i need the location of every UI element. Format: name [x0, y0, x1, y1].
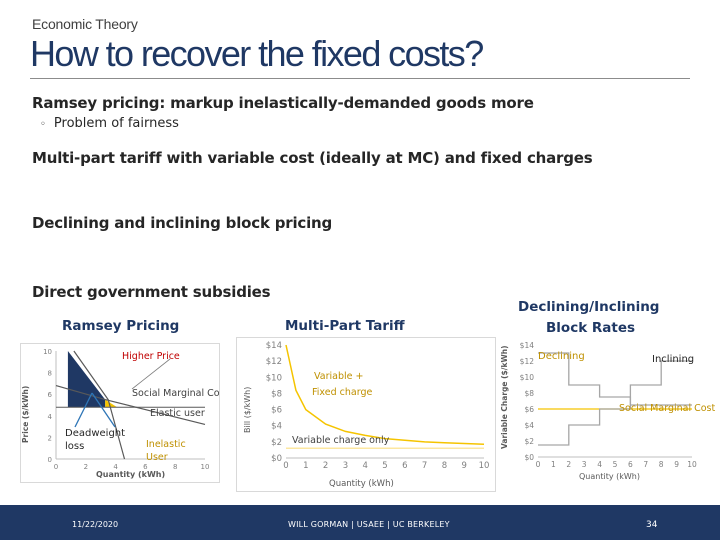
deadweight-label-1: Deadweight — [65, 428, 125, 439]
ramsey-y-tick: 4 — [48, 413, 53, 421]
multipart-y-tick: $14 — [266, 341, 282, 351]
block-x-tick: 4 — [597, 460, 602, 469]
bullet-block: Declining and inclining block pricing — [32, 214, 333, 232]
block-ylabel: Variable Charge ($/kWh) — [500, 345, 509, 449]
block-x-tick: 3 — [582, 460, 587, 469]
block-x-tick: 10 — [687, 460, 697, 469]
block-y-tick: $0 — [524, 453, 534, 462]
multipart-x-tick: 7 — [422, 461, 427, 471]
ramsey-y-tick: 10 — [43, 348, 52, 356]
multipart-x-tick: 8 — [442, 461, 447, 471]
ramsey-y-tick: 2 — [48, 434, 52, 442]
ramsey-x-tick: 6 — [143, 463, 148, 471]
sub-bullet-marker: ◦ — [40, 119, 46, 130]
multipart-y-tick: $0 — [271, 454, 282, 464]
multipart-y-tick: $2 — [271, 438, 282, 448]
multipart-y-tick: $6 — [271, 406, 282, 416]
fixed-label-2: Fixed charge — [312, 387, 372, 398]
block-x-tick: 0 — [536, 460, 541, 469]
elastic-user-curve — [55, 385, 206, 425]
multipart-y-tick: $4 — [271, 422, 282, 432]
multipart-x-tick: 10 — [479, 461, 490, 471]
footer-date: 11/22/2020 — [72, 520, 119, 529]
footer-credit: WILL GORMAN | USAEE | UC BERKELEY — [288, 520, 450, 529]
higher-price-label: Higher Price — [122, 351, 180, 362]
multipart-x-tick: 1 — [303, 461, 308, 471]
multipart-y-tick: $12 — [266, 357, 282, 367]
block-chart: 0 1 2 3 4 5 6 7 8 9 10 $0 $2 $4 $6 $8 $10 $12 $14 Declinin… — [500, 341, 716, 481]
fixed-label-1: Variable + — [314, 371, 363, 382]
ramsey-chart: 0 2 4 6 8 10 0 2 4 6 8 10 Higher Price Social Margi… — [20, 343, 220, 483]
multipart-x-tick: 9 — [461, 461, 466, 471]
inelastic-label-1: Inelastic — [146, 439, 186, 450]
ramsey-x-tick: 10 — [201, 463, 210, 471]
label-block-line2: Block Rates — [546, 320, 636, 336]
ramsey-y-tick: 6 — [48, 391, 53, 399]
block-x-tick: 5 — [613, 460, 618, 469]
inclining-block-line — [538, 360, 692, 446]
block-x-tick: 7 — [643, 460, 648, 469]
block-x-tick: 6 — [628, 460, 633, 469]
block-smc-label: Social Marginal Cost — [619, 403, 716, 414]
multipart-x-tick: 2 — [323, 461, 328, 471]
block-x-tick: 2 — [566, 460, 571, 469]
deadweight-arrow — [74, 392, 93, 428]
ramsey-ylabel: Price ($/kWh) — [21, 386, 30, 443]
label-multipart: Multi-Part Tariff — [285, 318, 405, 334]
sub-bullet-text: Problem of fairness — [53, 116, 179, 131]
deadweight-loss-area — [67, 351, 106, 408]
elastic-user-label: Elastic user — [150, 408, 205, 419]
ramsey-x-tick: 4 — [113, 463, 118, 471]
deadweight-arrow — [91, 392, 116, 428]
block-x-tick: 9 — [674, 460, 679, 469]
variable-only-label: Variable charge only — [292, 435, 390, 446]
footer-page-number: 34 — [646, 520, 658, 530]
multipart-y-tick: $8 — [271, 389, 282, 399]
declining-label: Declining — [538, 351, 585, 362]
label-block-line1: Declining/Inclining — [518, 299, 660, 315]
multipart-x-tick: 5 — [382, 461, 387, 471]
multipart-ylabel: Bill ($/kWh) — [243, 387, 252, 433]
footer-bar: 11/22/2020 WILL GORMAN | USAEE | UC BERK… — [0, 505, 720, 540]
block-x-tick: 8 — [659, 460, 664, 469]
bullet-multipart: Multi-part tariff with variable cost (id… — [32, 149, 593, 167]
ramsey-xlabel: Quantity (kWh) — [96, 470, 165, 479]
ramsey-smc-label: Social Marginal Cost — [132, 388, 220, 399]
block-y-tick: $2 — [524, 437, 534, 446]
multipart-chart-frame — [236, 337, 496, 492]
label-ramsey: Ramsey Pricing — [62, 318, 180, 334]
block-xlabel: Quantity (kWh) — [579, 472, 640, 481]
multipart-x-tick: 4 — [362, 461, 367, 471]
multipart-x-tick: 0 — [283, 461, 288, 471]
block-y-tick: $4 — [524, 421, 534, 430]
block-y-tick: $6 — [524, 405, 534, 414]
bullet-ramsey: Ramsey pricing: markup inelastically-dem… — [32, 94, 534, 112]
inelastic-label-2: User — [146, 452, 168, 463]
block-y-tick: $14 — [520, 341, 535, 350]
multipart-chart: 0 1 2 3 4 5 6 7 8 9 10 $0 $2 $4 $6 $8 $10 $12 $14 Variable… — [236, 337, 496, 492]
ramsey-y-tick: 0 — [48, 456, 52, 464]
inelastic-user-curve — [73, 350, 126, 460]
ramsey-x-tick: 8 — [173, 463, 177, 471]
block-y-tick: $10 — [520, 373, 535, 382]
ramsey-x-tick: 2 — [84, 463, 88, 471]
higher-price-pointer — [131, 358, 171, 390]
inclining-label: Inclining — [652, 354, 694, 365]
multipart-y-tick: $10 — [266, 373, 282, 383]
ramsey-x-tick: 0 — [54, 463, 58, 471]
bullet-subsidies: Direct government subsidies — [32, 283, 271, 301]
block-x-tick: 1 — [551, 460, 556, 469]
block-y-tick: $8 — [524, 389, 534, 398]
block-y-tick: $12 — [520, 357, 535, 366]
slide-title: How to recover the fixed costs? — [30, 33, 484, 74]
fixed-charge-curve — [285, 344, 485, 446]
ramsey-y-tick: 8 — [48, 370, 52, 378]
deadweight-label-2: loss — [65, 441, 84, 452]
slide-subtitle: Economic Theory — [32, 16, 138, 32]
sub-bullet-fairness: ◦ Problem of fairness — [40, 116, 179, 131]
multipart-x-tick: 6 — [402, 461, 407, 471]
multipart-xlabel: Quantity (kWh) — [329, 479, 394, 489]
title-divider — [30, 78, 690, 79]
multipart-x-tick: 3 — [343, 461, 348, 471]
